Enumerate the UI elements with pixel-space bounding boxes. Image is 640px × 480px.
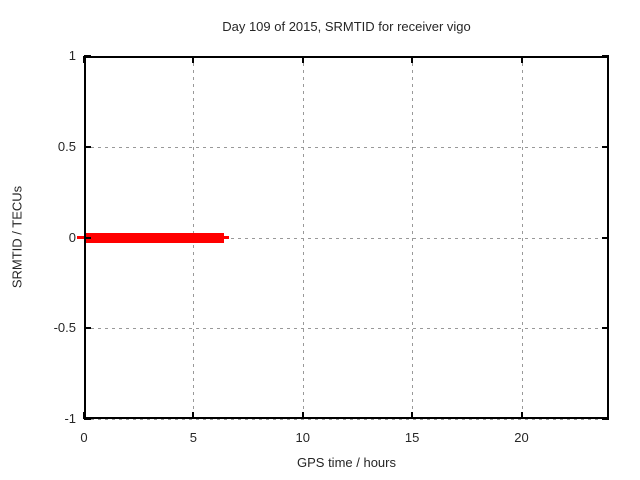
tick-mark — [84, 236, 91, 239]
tick-mark — [301, 412, 304, 419]
x-tick-label: 10 — [295, 430, 310, 445]
gridline-horizontal — [84, 237, 609, 239]
tick-mark — [192, 412, 195, 419]
gridline-horizontal — [84, 146, 609, 148]
x-tick-label: 20 — [514, 430, 529, 445]
tick-mark — [602, 418, 609, 420]
plot-area: 0 5 10 15 20 -1 -0.5 0 0.5 1 — [54, 48, 609, 445]
tick-mark — [520, 56, 523, 63]
y-tick-label: -0.5 — [53, 320, 76, 336]
tick-mark — [301, 56, 304, 63]
tick-mark — [411, 56, 414, 63]
tick-mark — [602, 145, 609, 148]
chart-title: Day 109 of 2015, SRMTID for receiver vig… — [222, 19, 471, 34]
tick-mark — [602, 236, 609, 239]
x-tick-label: 5 — [189, 430, 197, 445]
tick-mark — [84, 418, 91, 420]
series-line-band — [84, 232, 224, 243]
y-tick-label: 0.5 — [57, 138, 76, 154]
tick-mark — [84, 145, 91, 148]
tick-mark — [192, 56, 195, 63]
tick-mark — [84, 55, 91, 57]
tick-mark — [83, 56, 85, 63]
y-tick-label: 1 — [68, 48, 76, 63]
x-axis-title: GPS time / hours — [297, 455, 396, 470]
tick-mark — [602, 327, 609, 330]
gridline-horizontal — [84, 56, 609, 57]
tick-mark — [84, 327, 91, 330]
tick-mark — [411, 412, 414, 419]
gridline-horizontal — [84, 419, 609, 420]
tick-mark — [520, 412, 523, 419]
y-tick-label: -1 — [64, 411, 76, 426]
gridline-horizontal — [84, 328, 609, 330]
y-axis-title: SRMTID / TECUs — [9, 185, 25, 289]
y-tick-label: 0 — [68, 229, 76, 245]
x-tick-label: 15 — [404, 430, 420, 445]
x-tick-label: 0 — [80, 430, 88, 445]
tick-mark — [602, 55, 609, 57]
